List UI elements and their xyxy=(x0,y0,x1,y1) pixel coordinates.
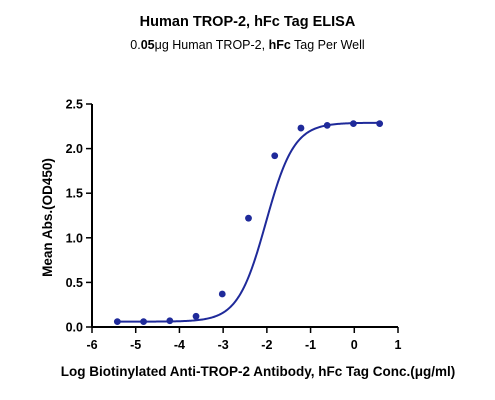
subtitle-part: 05 xyxy=(140,38,155,52)
x-tick-label: 0 xyxy=(351,338,358,352)
data-point xyxy=(271,152,279,160)
fit-curve xyxy=(117,121,380,323)
y-tick-label: 0.0 xyxy=(66,321,83,335)
y-tick-label: 2.0 xyxy=(66,142,83,156)
subtitle-part: μg Human TROP-2, xyxy=(154,38,269,52)
data-point xyxy=(140,318,147,326)
x-tick-label: -2 xyxy=(261,338,272,352)
y-axis-title: Mean Abs.(OD450) xyxy=(40,158,55,277)
data-point xyxy=(218,290,226,298)
data-point xyxy=(192,312,200,320)
data-point xyxy=(297,124,305,132)
x-tick-label: -4 xyxy=(174,338,185,352)
data-point xyxy=(166,317,174,325)
data-point xyxy=(113,318,121,326)
x-tick-label: -3 xyxy=(218,338,229,352)
x-tick-label: -1 xyxy=(305,338,316,352)
data-point xyxy=(245,214,252,222)
subtitle-part: hFc xyxy=(268,38,291,52)
chart-subtitle: 0.05μg Human TROP-2, hFc Tag Per Well xyxy=(0,38,495,52)
data-point xyxy=(376,120,384,128)
subtitle-part: 0. xyxy=(130,38,141,52)
x-axis-title: Log Biotinylated Anti-TROP-2 Antibody, h… xyxy=(61,364,455,379)
y-tick-label: 0.5 xyxy=(66,276,83,290)
y-tick-label: 1.0 xyxy=(66,231,83,245)
data-point xyxy=(350,120,357,128)
x-tick-label: -6 xyxy=(86,338,97,352)
x-tick-label: 1 xyxy=(395,338,402,352)
x-tick-label: -5 xyxy=(130,338,141,352)
chart-title: Human TROP-2, hFc Tag ELISA xyxy=(139,14,356,30)
y-tick-label: 2.5 xyxy=(66,98,83,112)
data-point xyxy=(323,122,331,129)
subtitle-part: Tag Per Well xyxy=(290,38,365,52)
y-tick-label: 1.5 xyxy=(66,187,83,201)
